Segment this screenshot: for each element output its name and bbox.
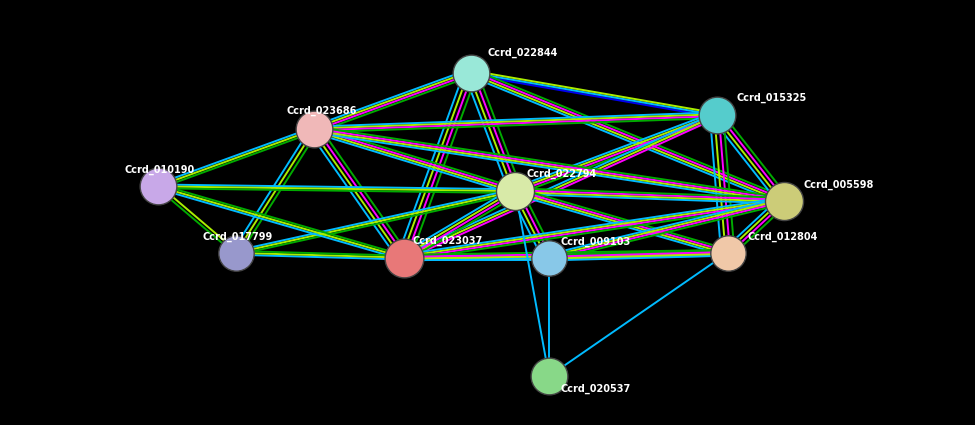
- Point: [541, 373, 557, 380]
- Text: Ccrd_022794: Ccrd_022794: [526, 169, 597, 179]
- Point: [508, 188, 524, 195]
- Point: [463, 69, 479, 76]
- Point: [709, 112, 724, 119]
- Point: [228, 249, 244, 256]
- Text: Ccrd_023686: Ccrd_023686: [287, 106, 357, 116]
- Text: Ccrd_020537: Ccrd_020537: [560, 384, 631, 394]
- Point: [396, 254, 411, 261]
- Point: [306, 126, 322, 133]
- Point: [776, 197, 792, 204]
- Text: Ccrd_022844: Ccrd_022844: [488, 48, 558, 58]
- Point: [720, 249, 735, 256]
- Text: Ccrd_015325: Ccrd_015325: [737, 93, 807, 103]
- Text: Ccrd_017799: Ccrd_017799: [203, 232, 273, 242]
- Text: Ccrd_009103: Ccrd_009103: [560, 237, 631, 247]
- Text: Ccrd_012804: Ccrd_012804: [748, 232, 818, 242]
- Text: Ccrd_023037: Ccrd_023037: [412, 235, 483, 246]
- Text: Ccrd_005598: Ccrd_005598: [803, 180, 875, 190]
- Text: Ccrd_010190: Ccrd_010190: [125, 164, 195, 175]
- Point: [541, 254, 557, 261]
- Point: [150, 183, 166, 190]
